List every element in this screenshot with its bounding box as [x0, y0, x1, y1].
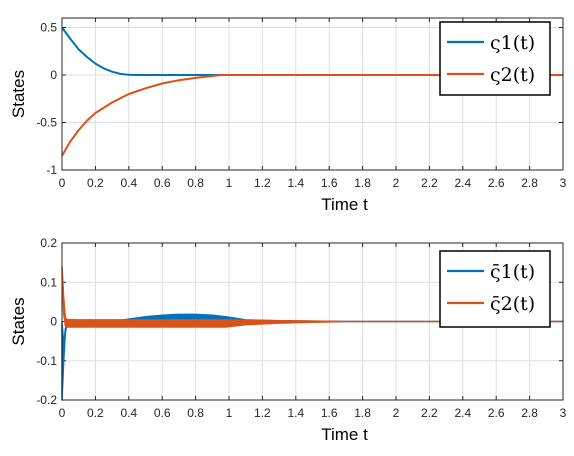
axes-box: [61, 242, 564, 401]
x-tick-label: 0.8: [187, 176, 204, 190]
x-tick-label: 1.2: [254, 406, 271, 420]
x-tick-label: 1: [226, 176, 233, 190]
x-tick-label: 3: [560, 176, 567, 190]
x-tick-label: 1.4: [287, 406, 304, 420]
x-axis-label: Time t: [321, 195, 368, 214]
x-tick-label: 0: [59, 406, 66, 420]
series-line: [61, 26, 563, 76]
y-tick-label: -0.5: [36, 116, 57, 130]
series-line: [61, 74, 563, 157]
legend-label: ς1(t): [490, 32, 535, 54]
series-2: [61, 74, 563, 157]
x-tick-label: 1: [226, 406, 233, 420]
x-tick-label: 1.8: [354, 406, 371, 420]
x-tick-label: 1.2: [254, 176, 271, 190]
x-tick-label: 2: [393, 406, 400, 420]
x-tick-label: 2: [393, 176, 400, 190]
x-tick-label: 2.4: [454, 176, 471, 190]
x-tick-label: 2.6: [488, 176, 505, 190]
chart-1: 0 0.2 0.4 0.6 0.8 1 1.2 1.4 1.6 1.8 2 2.2 2.4 2.6 2.8 3…: [9, 17, 567, 214]
x-axis-label: Time t: [321, 425, 368, 444]
y-tick-label: 0.5: [40, 21, 57, 35]
x-tick-label: 2.2: [421, 406, 438, 420]
chart-2: 0 0.2 0.4 0.6 0.8 1 1.2 1.4 1.6 1.8 2 2.2 2.4 2.6 2.8 3…: [9, 236, 567, 444]
x-tick-label: 1.8: [354, 176, 371, 190]
x-tick-label: 0.4: [120, 176, 137, 190]
x-tick-label: 0: [59, 176, 66, 190]
x-tick-label: 2.8: [521, 406, 538, 420]
x-tick-label: 0.6: [154, 406, 171, 420]
y-tick-label: -0.2: [36, 393, 57, 407]
y-tick-label: 0: [50, 68, 57, 82]
legend-box: [439, 250, 551, 328]
y-tick-label: 0.2: [40, 236, 57, 250]
x-tick-label: 0.8: [187, 406, 204, 420]
x-tick-label: 2.8: [521, 176, 538, 190]
x-tick-label: 1.6: [321, 406, 338, 420]
y-tick-label: -0.1: [36, 354, 57, 368]
y-axis-label: States: [9, 70, 28, 118]
y-tick-label: 0: [50, 315, 57, 329]
x-tick-label: 2.4: [454, 406, 471, 420]
legend-label: ς2(t): [490, 64, 535, 86]
x-tick-label: 2.2: [421, 176, 438, 190]
x-tick-label: 1.4: [287, 176, 304, 190]
legend: ς̄1(t) ς̄2(t): [439, 250, 551, 328]
legend-label: ς̄2(t): [490, 293, 535, 315]
x-tick-label: 0.4: [120, 406, 137, 420]
axes-box: [61, 17, 564, 171]
legend: ς1(t) ς2(t): [439, 21, 551, 96]
y-tick-label: 0.1: [40, 275, 57, 289]
y-axis-label: States: [9, 297, 28, 345]
x-tick-label: 3: [560, 406, 567, 420]
x-tick-label: 2.6: [488, 406, 505, 420]
y-tick-label: -1: [46, 163, 57, 177]
x-tick-label: 0.6: [154, 176, 171, 190]
x-tick-label: 1.6: [321, 176, 338, 190]
x-tick-label: 0.2: [87, 176, 104, 190]
legend-label: ς̄1(t): [490, 261, 535, 283]
series-1: [61, 26, 563, 76]
x-tick-label: 0.2: [87, 406, 104, 420]
legend-box: [439, 21, 551, 96]
